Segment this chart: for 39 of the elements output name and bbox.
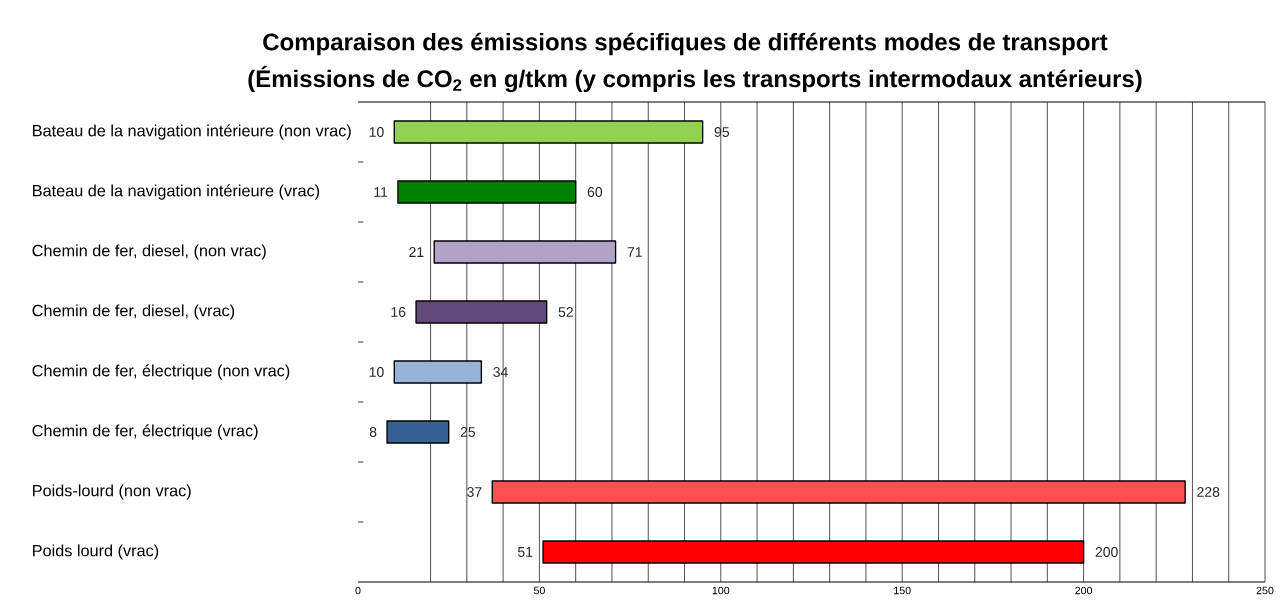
y-tick-label: Poids-lourd (non vrac) xyxy=(33,484,191,500)
bar xyxy=(415,300,548,324)
annotation: 21 xyxy=(409,247,424,257)
annotation: 71 xyxy=(627,247,642,257)
y-tick-label: Chemin de fer, électrique (non vrac) xyxy=(32,364,290,380)
annotation: 16 xyxy=(391,307,406,317)
bar xyxy=(491,480,1186,504)
x-tick-label: 100 xyxy=(712,586,730,595)
bar xyxy=(386,420,450,444)
annotation: 11 xyxy=(374,187,388,197)
annotation: 51 xyxy=(517,547,533,557)
x-tick-label: 150 xyxy=(894,586,911,595)
y-tick-label: Bateau de la navigation intérieure (non vrac) xyxy=(33,124,351,140)
annotation: 10 xyxy=(369,367,384,377)
annotation: 52 xyxy=(558,307,573,317)
y-tick-label: Poids lourd (vrac) xyxy=(33,544,159,560)
bar xyxy=(433,240,617,264)
annotation: 10 xyxy=(369,127,384,137)
annotation: 37 xyxy=(467,487,482,497)
x-tick-label: 200 xyxy=(1075,586,1093,595)
annotation: 228 xyxy=(1197,487,1220,497)
bar xyxy=(542,540,1085,564)
y-tick-label: Chemin de fer, diesel, (non vrac) xyxy=(32,244,266,260)
annotation: 25 xyxy=(460,427,476,437)
bar xyxy=(393,360,483,384)
annotation: 34 xyxy=(493,367,508,377)
x-tick-label: 50 xyxy=(533,586,545,595)
bar xyxy=(397,180,577,204)
y-tick-label: Chemin de fer, diesel, (vrac) xyxy=(32,304,235,320)
bar xyxy=(393,120,704,144)
annotation: 8 xyxy=(369,427,377,437)
y-tick-label: Chemin de fer, électrique (vrac) xyxy=(32,424,258,440)
chart-subtitle: (Émissions de CO$_{2}$ en g/tkm (y compris les transports intermodaux antérieurs) xyxy=(248,65,1142,93)
x-tick-label: 0 xyxy=(355,586,361,595)
y-tick-label: Bateau de la navigation intérieure (vrac) xyxy=(33,184,320,200)
annotation: 200 xyxy=(1095,547,1118,557)
x-tick-label: 250 xyxy=(1256,586,1274,595)
annotation: 60 xyxy=(587,187,603,197)
chart-title: Comparaison des émissions spécifiques de différents modes de transport xyxy=(263,32,1108,56)
